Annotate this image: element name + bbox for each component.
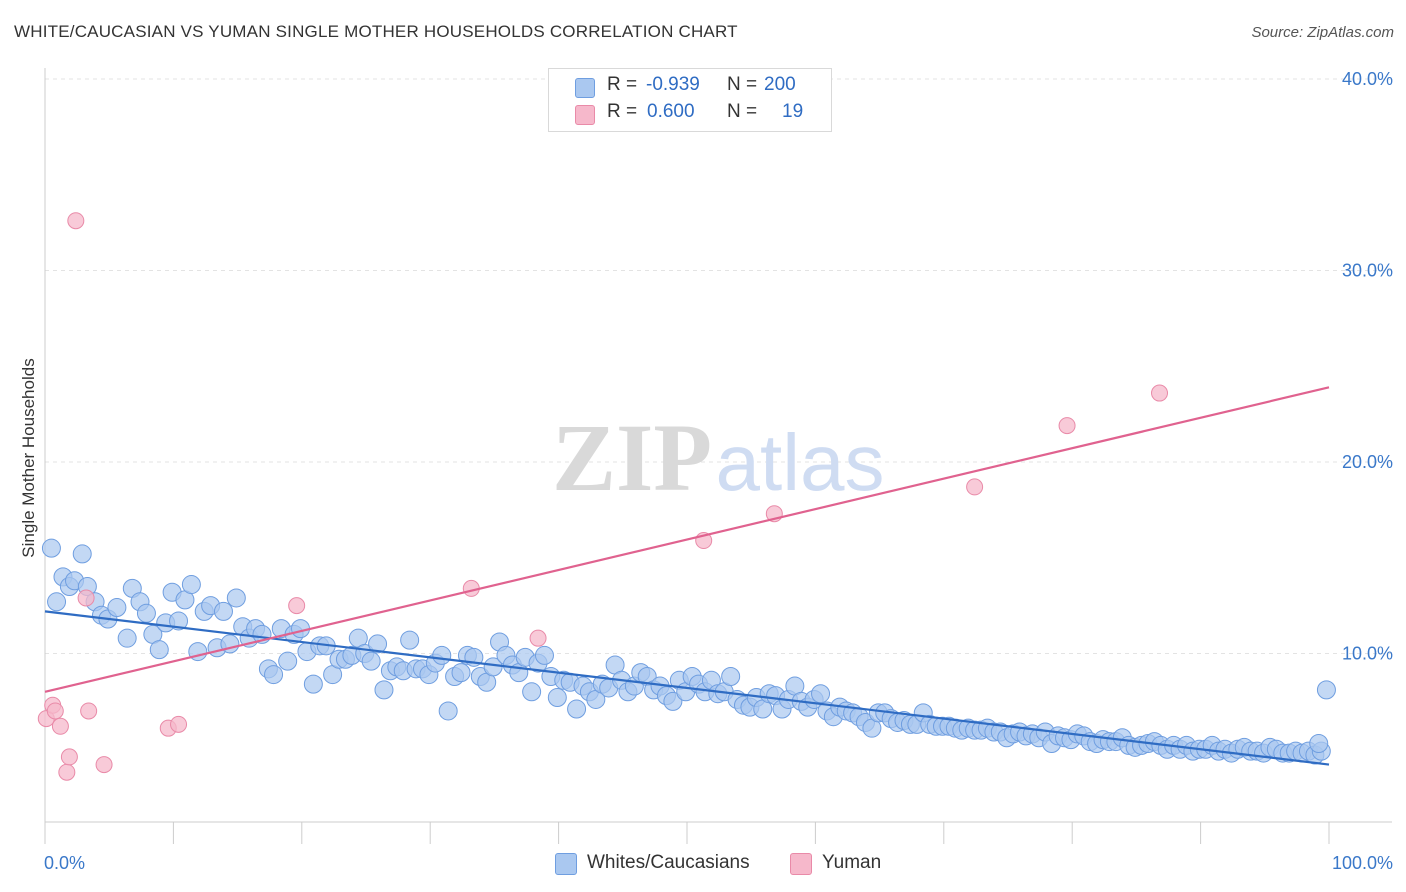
yuman-point (95, 756, 113, 774)
legend-r-value: 0.600 (647, 101, 695, 122)
whites-point (368, 634, 388, 654)
x-tick-label: 100.0% (1332, 853, 1393, 873)
whites-point (213, 601, 233, 621)
series-legend-label: Yuman (822, 852, 882, 873)
tick-labels: 10.0% 20.0% 30.0% 40.0% 0.0% 100.0% (44, 69, 1393, 873)
yuman-point (1058, 417, 1076, 435)
yuman-point (170, 715, 188, 733)
whites-point (811, 684, 831, 704)
watermark-zip: ZIP (552, 404, 712, 511)
whites-point (400, 630, 420, 650)
legend-n-value: 200 (764, 74, 796, 95)
x-tick-label: 0.0% (44, 853, 85, 873)
whites-point (721, 666, 741, 686)
whites-point (1309, 734, 1329, 754)
watermark-atlas: atlas (716, 418, 885, 507)
yuman-point (77, 589, 95, 607)
whites-point (226, 588, 246, 608)
yuman-point (67, 212, 85, 230)
legend-r-value: -0.939 (646, 74, 700, 95)
whites-point (438, 701, 458, 721)
whites-point (663, 691, 683, 711)
legend-n-label: N = (727, 74, 758, 95)
whites-point (374, 680, 394, 700)
legend-n-label: N = (727, 101, 758, 122)
y-tick-label: 40.0% (1342, 69, 1393, 89)
y-tick-label: 10.0% (1342, 644, 1393, 664)
whites-point (278, 651, 298, 671)
legend-r-label: R = (607, 101, 638, 122)
whites-point (1316, 680, 1336, 700)
series-legend-swatch-blue (555, 853, 577, 875)
whites-point (534, 645, 554, 665)
watermark: ZIP atlas (552, 404, 885, 511)
yuman-point (288, 597, 306, 615)
whites-point (432, 645, 452, 665)
whites-point (181, 575, 201, 595)
whites-point (136, 603, 156, 623)
y-tick-label: 30.0% (1342, 261, 1393, 281)
legend-swatch-pink (575, 105, 595, 125)
yuman-point (46, 702, 64, 720)
trend-lines (44, 386, 1330, 766)
whites-point (41, 538, 61, 558)
whites-point (47, 592, 67, 612)
whites-point (264, 665, 284, 685)
source-label: Source: ZipAtlas.com (1251, 24, 1394, 41)
yuman-point (529, 629, 547, 647)
correlation-legend: R = -0.939 N = 200 R = 0.600 N = 19 (548, 68, 832, 132)
series-whites-points (41, 538, 1336, 765)
axes (44, 68, 1392, 844)
whites-point (522, 682, 542, 702)
yuman-point (51, 717, 69, 735)
whites-point (303, 674, 323, 694)
series-yuman-points (37, 212, 1169, 781)
legend-swatch-blue (575, 78, 595, 98)
series-legend-swatch-pink (790, 853, 812, 875)
whites-point (117, 628, 137, 648)
legend-row-whites: R = -0.939 N = 200 (549, 74, 831, 100)
legend-row-yuman: R = 0.600 N = 19 (549, 101, 831, 127)
grid-lines (45, 78, 1392, 654)
whites-point (149, 640, 169, 660)
chart-title: WHITE/CAUCASIAN VS YUMAN SINGLE MOTHER H… (14, 22, 738, 41)
yuman-point (60, 748, 78, 766)
whites-point (451, 663, 471, 683)
legend-n-value: 19 (782, 101, 804, 122)
whites-trend-line (44, 610, 1330, 766)
yuman-point (58, 763, 76, 781)
y-axis-label: Single Mother Households (19, 358, 38, 557)
whites-point (107, 598, 127, 618)
yuman-point (966, 478, 984, 496)
y-tick-label: 20.0% (1342, 452, 1393, 472)
series-legend-label: Whites/Caucasians (587, 852, 750, 873)
whites-point (547, 688, 567, 708)
whites-point (72, 544, 92, 564)
legend-r-label: R = (607, 74, 638, 95)
yuman-trend-line (44, 386, 1330, 693)
whites-point (169, 611, 189, 631)
whites-point (567, 699, 587, 719)
yuman-point (80, 702, 98, 720)
yuman-point (1151, 384, 1169, 402)
whites-point (361, 651, 381, 671)
